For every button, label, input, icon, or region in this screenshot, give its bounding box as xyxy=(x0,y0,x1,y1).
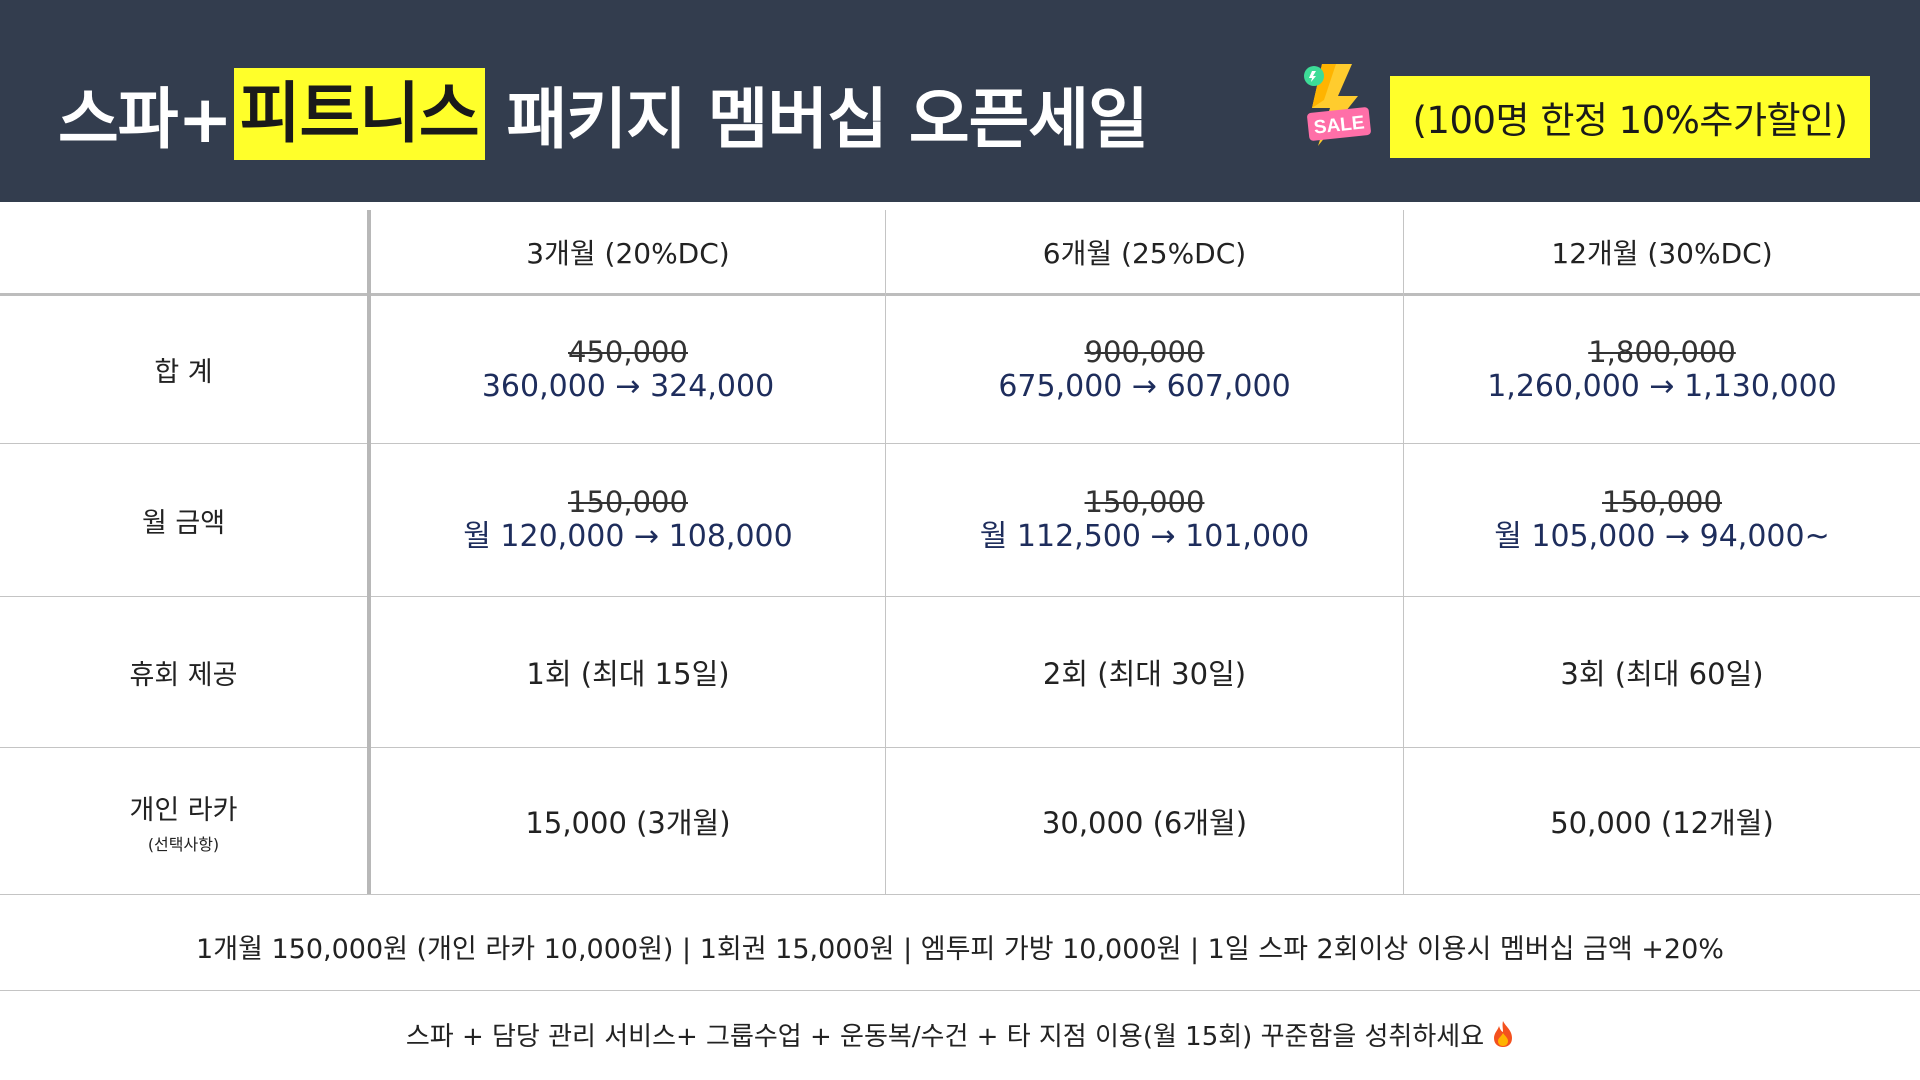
title-part1: 스파+ xyxy=(58,81,233,158)
column-header-12-months: 12개월 (30%DC) xyxy=(1551,236,1773,270)
locker-cell-12-months: 50,000 (12개월) xyxy=(1550,806,1774,840)
label-column-divider xyxy=(367,210,371,894)
title-part2: 패키지 멤버십 오픈세일 xyxy=(506,81,1149,158)
fire-icon xyxy=(1494,1021,1513,1047)
promo-badge: (100명 한정 10%추가할인) xyxy=(1390,76,1870,158)
discount-price: 월 112,500 → 101,000 xyxy=(979,519,1310,554)
header-banner: 스파+ 피트니스 패키지 멤버십 오픈세일 SALE (100명 한정 10%추… xyxy=(0,0,1920,202)
row-label-monthly: 월 금액 xyxy=(141,507,226,539)
locker-cell-3-months: 15,000 (3개월) xyxy=(525,806,731,840)
discount-price: 월 105,000 → 94,000~ xyxy=(1494,519,1830,554)
original-price: 150,000 xyxy=(1602,485,1722,519)
monthly-cell-12-months: 150,000 월 105,000 → 94,000~ xyxy=(1404,444,1920,596)
original-price: 1,800,000 xyxy=(1588,334,1736,369)
page-title: 스파+ 피트니스 패키지 멤버십 오픈세일 xyxy=(58,66,1149,162)
monthly-cell-6-months: 150,000 월 112,500 → 101,000 xyxy=(886,444,1403,596)
suspension-cell-6-months: 2회 (최대 30일) xyxy=(1042,657,1247,691)
original-price: 900,000 xyxy=(1084,334,1205,369)
pricing-notes: 1개월 150,000원 (개인 라카 10,000원) | 1회권 15,00… xyxy=(196,933,1724,965)
title-highlight: 피트니스 xyxy=(233,68,485,160)
row-label-suspension: 휴회 제공 xyxy=(129,659,238,691)
discount-price: 675,000 → 607,000 xyxy=(998,368,1291,404)
header-row-divider xyxy=(0,293,1920,296)
discount-price: 360,000 → 324,000 xyxy=(481,368,775,404)
row-divider xyxy=(0,596,1920,597)
footer-divider xyxy=(0,990,1920,991)
original-price: 450,000 xyxy=(568,334,688,369)
row-label-total: 합 계 xyxy=(154,357,213,388)
sale-lightning-icon: SALE xyxy=(1304,64,1371,146)
locker-cell-6-months: 30,000 (6개월) xyxy=(1041,806,1248,840)
suspension-cell-3-months: 1회 (최대 15일) xyxy=(526,657,730,691)
total-cell-12-months: 1,800,000 1,260,000 → 1,130,000 xyxy=(1404,296,1920,443)
suspension-cell-12-months: 3회 (최대 60일) xyxy=(1560,657,1764,691)
column-divider xyxy=(885,210,886,894)
total-cell-3-months: 450,000 360,000 → 324,000 xyxy=(371,296,885,443)
total-cell-6-months: 900,000 675,000 → 607,000 xyxy=(886,296,1403,443)
services-text: 스파 + 담당 관리 서비스+ 그룹수업 + 운동복/수건 + 타 지점 이용(… xyxy=(405,1021,1485,1052)
column-header-3-months: 3개월 (20%DC) xyxy=(526,236,730,270)
original-price: 150,000 xyxy=(1084,485,1205,519)
monthly-cell-3-months: 150,000 월 120,000 → 108,000 xyxy=(371,444,885,596)
original-price: 150,000 xyxy=(568,485,688,519)
services-note: 스파 + 담당 관리 서비스+ 그룹수업 + 운동복/수건 + 타 지점 이용(… xyxy=(0,994,1920,1074)
column-divider xyxy=(1403,210,1404,894)
discount-price: 월 120,000 → 108,000 xyxy=(463,519,793,554)
locker-label: 개인 라카 xyxy=(129,794,238,826)
row-label-locker: 개인 라카 (선택사항) xyxy=(0,748,367,894)
row-divider xyxy=(0,747,1920,748)
discount-price: 1,260,000 → 1,130,000 xyxy=(1487,368,1837,404)
row-divider xyxy=(0,443,1920,444)
column-header-6-months: 6개월 (25%DC) xyxy=(1042,236,1247,270)
table-bottom-divider xyxy=(0,894,1920,895)
locker-sublabel: (선택사항) xyxy=(147,834,220,854)
